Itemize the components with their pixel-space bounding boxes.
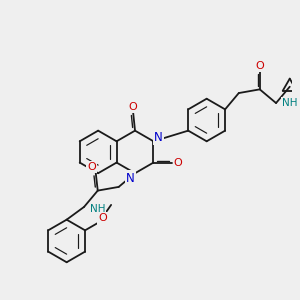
Text: O: O [87,162,96,172]
Text: O: O [174,158,182,168]
Text: O: O [129,102,137,112]
Text: NH: NH [90,204,105,214]
Text: O: O [255,61,264,71]
Text: NH: NH [282,98,297,108]
Text: N: N [126,172,135,184]
Text: N: N [154,131,163,144]
Text: O: O [98,214,107,224]
